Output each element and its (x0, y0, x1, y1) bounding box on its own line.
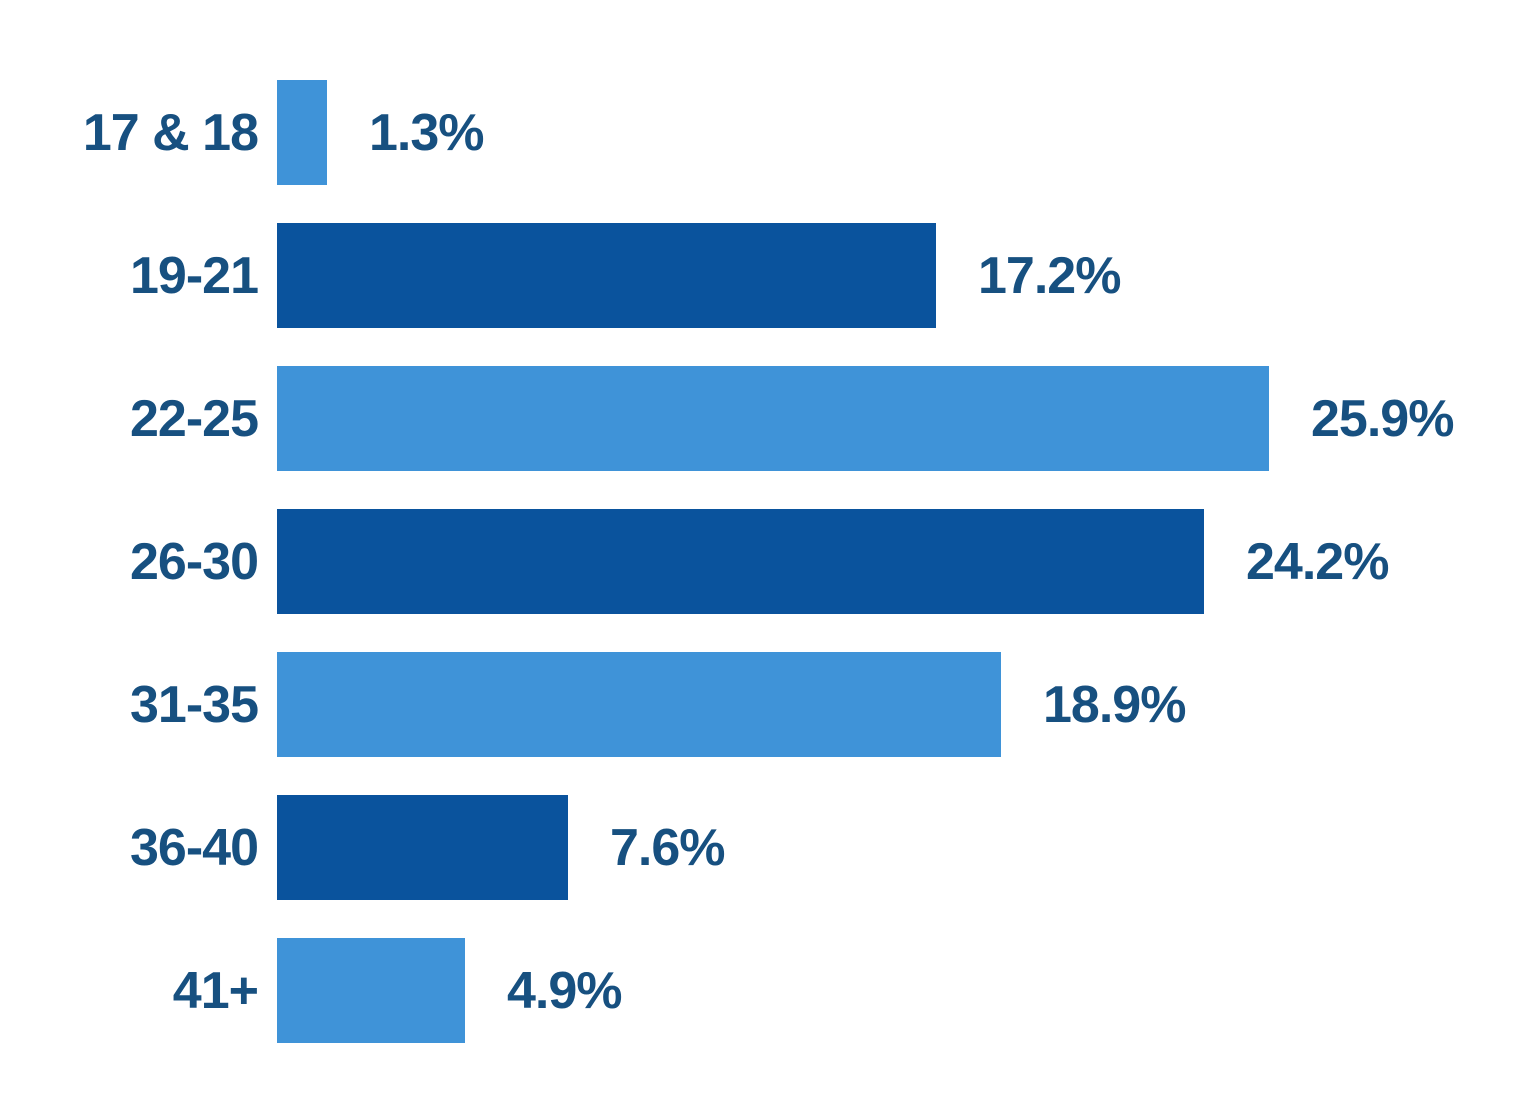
chart-row: 31-35 18.9% (0, 652, 1453, 757)
category-label: 31-35 (130, 675, 259, 734)
chart-row: 19-21 17.2% (0, 223, 1453, 328)
bar (277, 223, 936, 328)
value-label: 4.9% (507, 961, 623, 1020)
bar (277, 366, 1269, 471)
chart-rows: 17 & 18 1.3% 19-21 17.2% 22-25 25.9% 26-… (0, 80, 1454, 1043)
value-label: 18.9% (1043, 675, 1186, 734)
chart-row: 36-40 7.6% (0, 795, 1453, 900)
bar (277, 652, 1001, 757)
chart-row: 17 & 18 1.3% (0, 80, 1453, 185)
value-label: 17.2% (978, 246, 1121, 305)
bar (277, 80, 327, 185)
category-label: 22-25 (130, 389, 259, 448)
category-label: 19-21 (130, 246, 259, 305)
value-label: 25.9% (1311, 389, 1454, 448)
value-label: 1.3% (369, 103, 485, 162)
chart-row: 26-30 24.2% (0, 509, 1453, 614)
value-label: 24.2% (1246, 532, 1389, 591)
bar (277, 509, 1204, 614)
category-label: 41+ (172, 961, 259, 1020)
category-label: 26-30 (130, 532, 259, 591)
bar (277, 795, 568, 900)
category-label: 36-40 (130, 818, 259, 877)
chart-row: 41+ 4.9% (0, 938, 1453, 1043)
category-label: 17 & 18 (82, 103, 259, 162)
chart-row: 22-25 25.9% (0, 366, 1454, 471)
value-label: 7.6% (610, 818, 726, 877)
bar (277, 938, 465, 1043)
